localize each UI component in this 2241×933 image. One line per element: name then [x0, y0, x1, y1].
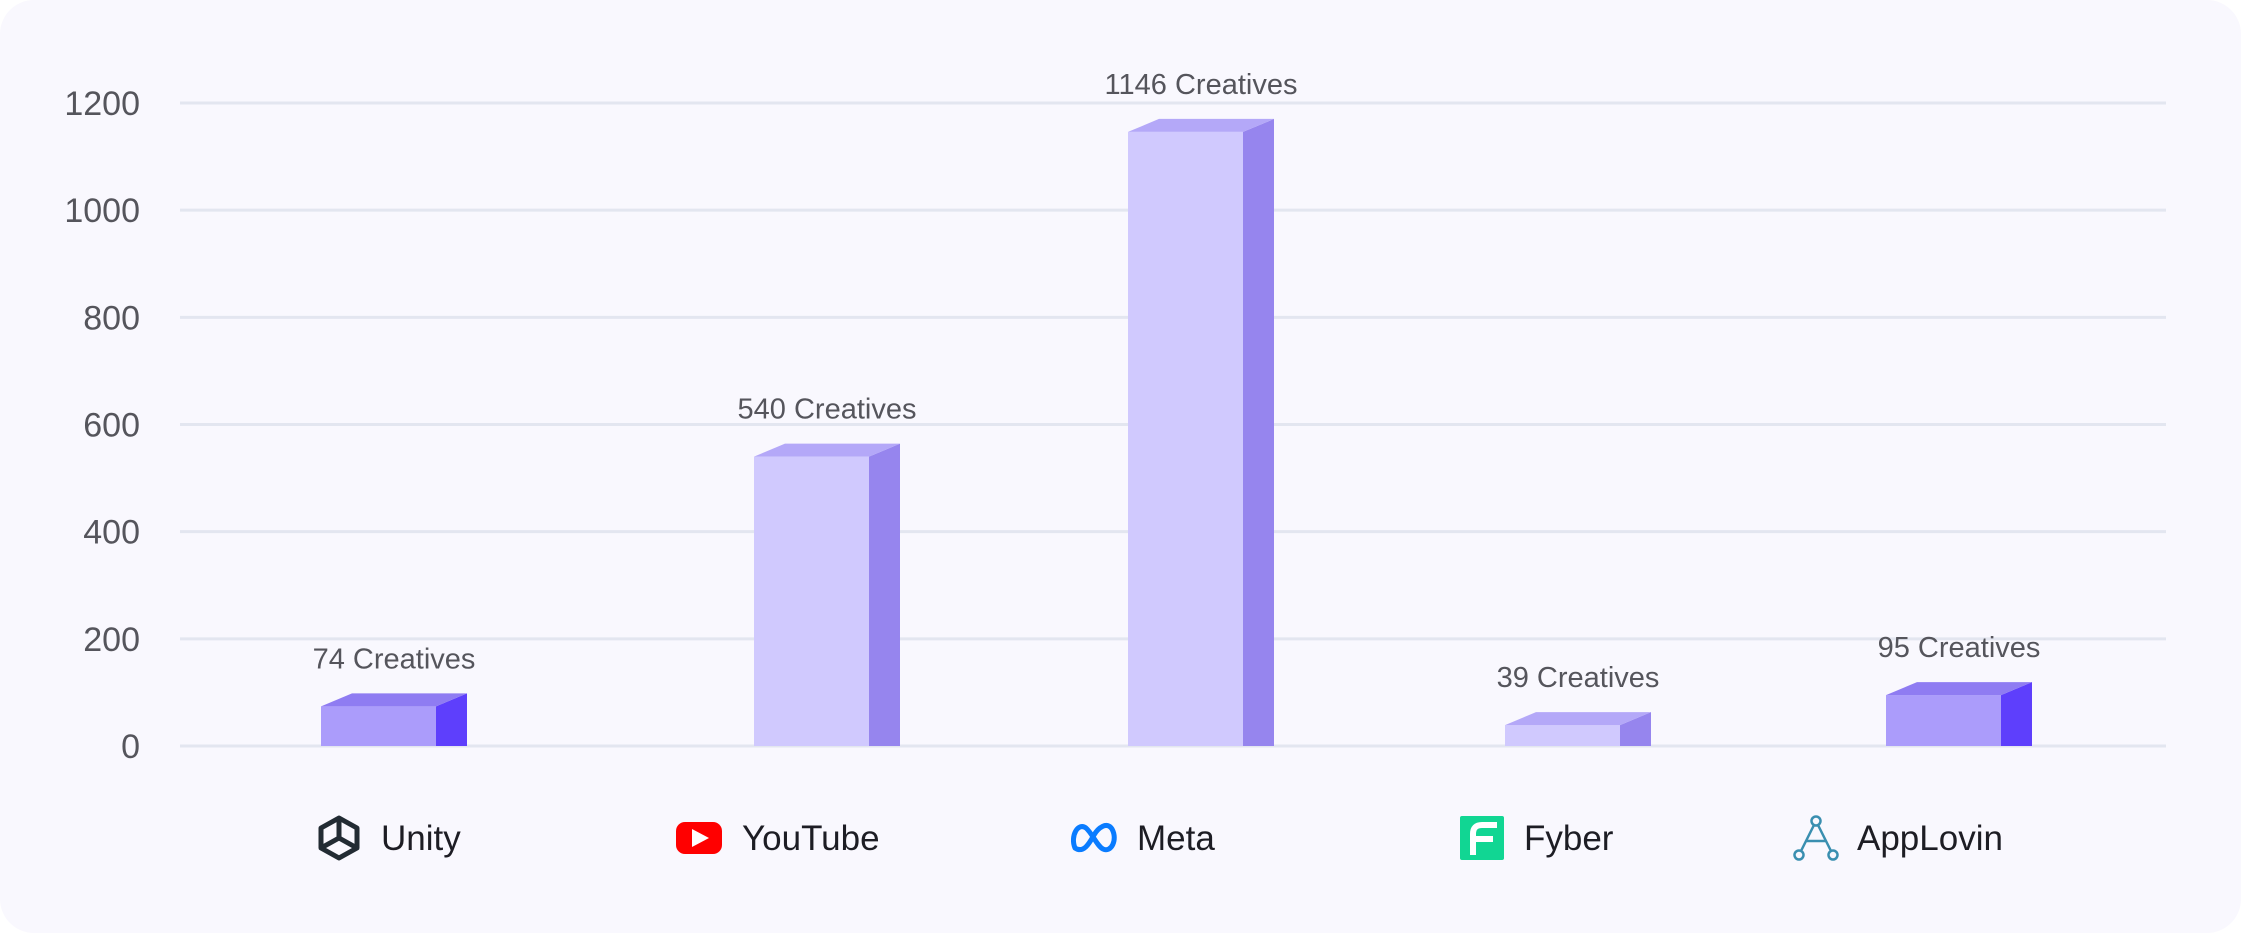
y-tick-label: 0	[121, 728, 140, 766]
x-tick-label: Fyber	[1524, 819, 1614, 858]
category-meta: Meta	[1070, 819, 1215, 858]
bar-front	[1128, 131, 1243, 746]
data-label: 95 Creatives	[1878, 632, 2041, 664]
bar-side	[436, 693, 467, 746]
y-tick-label: 400	[83, 514, 140, 552]
category-applovin: AppLovin	[1793, 815, 2003, 861]
bar-unity	[321, 693, 467, 746]
bar-front	[321, 706, 436, 746]
category-youtube: YouTube	[676, 819, 880, 858]
x-tick-label: Meta	[1137, 819, 1215, 858]
bar-applovin	[1886, 682, 2032, 746]
bar-front	[1886, 695, 2001, 746]
data-label: 1146 Creatives	[1105, 69, 1298, 101]
y-tick-label: 1000	[64, 192, 140, 230]
bar-top	[321, 693, 467, 707]
bar-top	[1886, 682, 2032, 696]
category-fyber: Fyber	[1460, 816, 1614, 860]
category-unity: Unity	[318, 815, 461, 861]
x-tick-label: Unity	[381, 819, 461, 858]
bar-side	[2001, 682, 2032, 746]
x-tick-label: YouTube	[742, 819, 880, 858]
data-label: 74 Creatives	[313, 643, 476, 675]
y-tick-label: 1200	[64, 85, 140, 123]
bar-front	[1505, 725, 1620, 746]
youtube-icon	[676, 822, 722, 854]
y-tick-label: 600	[83, 407, 140, 445]
y-tick-label: 200	[83, 621, 140, 659]
fyber-icon	[1460, 816, 1504, 860]
x-tick-label: AppLovin	[1857, 819, 2003, 858]
meta-icon	[1070, 823, 1117, 853]
bar-top	[1505, 712, 1651, 726]
data-label: 39 Creatives	[1497, 662, 1660, 694]
unity-icon	[318, 815, 360, 861]
bar-front	[754, 456, 869, 746]
bar-top	[754, 443, 900, 457]
bar-side	[1620, 712, 1651, 746]
bar-side	[869, 443, 900, 746]
bar-top	[1128, 118, 1274, 132]
applovin-icon	[1793, 815, 1839, 861]
data-label: 540 Creatives	[738, 394, 917, 426]
bar-meta	[1128, 118, 1274, 746]
bar-fyber	[1505, 712, 1651, 746]
y-tick-label: 800	[83, 299, 140, 337]
bar-side	[1243, 118, 1274, 746]
bar-youtube	[754, 443, 900, 746]
